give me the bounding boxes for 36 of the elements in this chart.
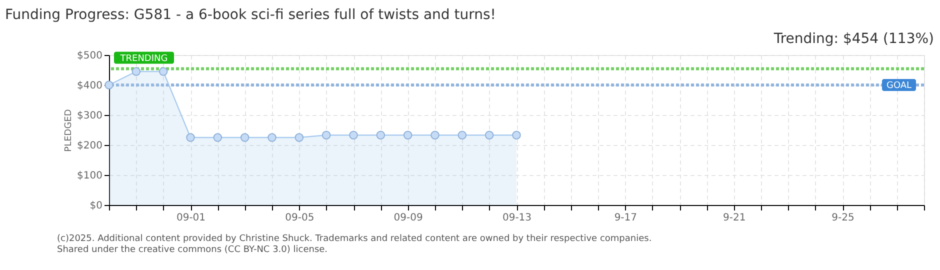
point	[186, 133, 195, 142]
point	[376, 130, 386, 140]
x-tick-label: 09-13	[502, 212, 532, 224]
point	[104, 80, 114, 90]
point	[484, 130, 494, 140]
point	[268, 133, 276, 142]
point	[430, 130, 440, 140]
y-tick-label: $0	[90, 200, 102, 212]
x-tick-label: 09-01	[176, 212, 206, 224]
point	[158, 67, 168, 76]
text: Shared under the creative commons (CC BY-NC 3.0) license.	[57, 245, 328, 255]
point	[294, 133, 304, 142]
chart-title: Funding Progress: G581 - a 6-book sci-fi series full of twists and turns!	[5, 7, 496, 23]
y-tick-label: $100	[77, 170, 102, 182]
x-tick-label: 9-25	[832, 212, 854, 224]
y-axis-title: PLEDGED	[64, 109, 74, 152]
point	[213, 133, 222, 142]
point	[240, 133, 250, 142]
y-tick-label: $300	[77, 110, 102, 122]
chart-subtitle: Trending: $454 (113%)	[772, 31, 934, 47]
point	[349, 130, 358, 140]
point	[132, 67, 141, 76]
y-tick-label: $400	[77, 80, 102, 92]
text: (c)2025. Additional content provided by Christine Shuck. Trademarks and related content are owned by their respective companies.	[57, 234, 652, 244]
point	[458, 130, 467, 140]
y-tick-label: $500	[77, 50, 102, 62]
ref-line-label: TRENDING	[119, 54, 168, 64]
x-tick-label: 09-09	[394, 212, 423, 224]
point	[512, 130, 521, 140]
y-tick-label: $200	[77, 140, 102, 152]
ref-line-label: GOAL	[886, 81, 912, 91]
point	[322, 130, 331, 140]
x-tick-label: 9-21	[722, 212, 746, 224]
x-tick-label: 09-05	[285, 212, 314, 224]
point	[403, 130, 412, 140]
x-tick-label: 9-17	[614, 212, 638, 224]
